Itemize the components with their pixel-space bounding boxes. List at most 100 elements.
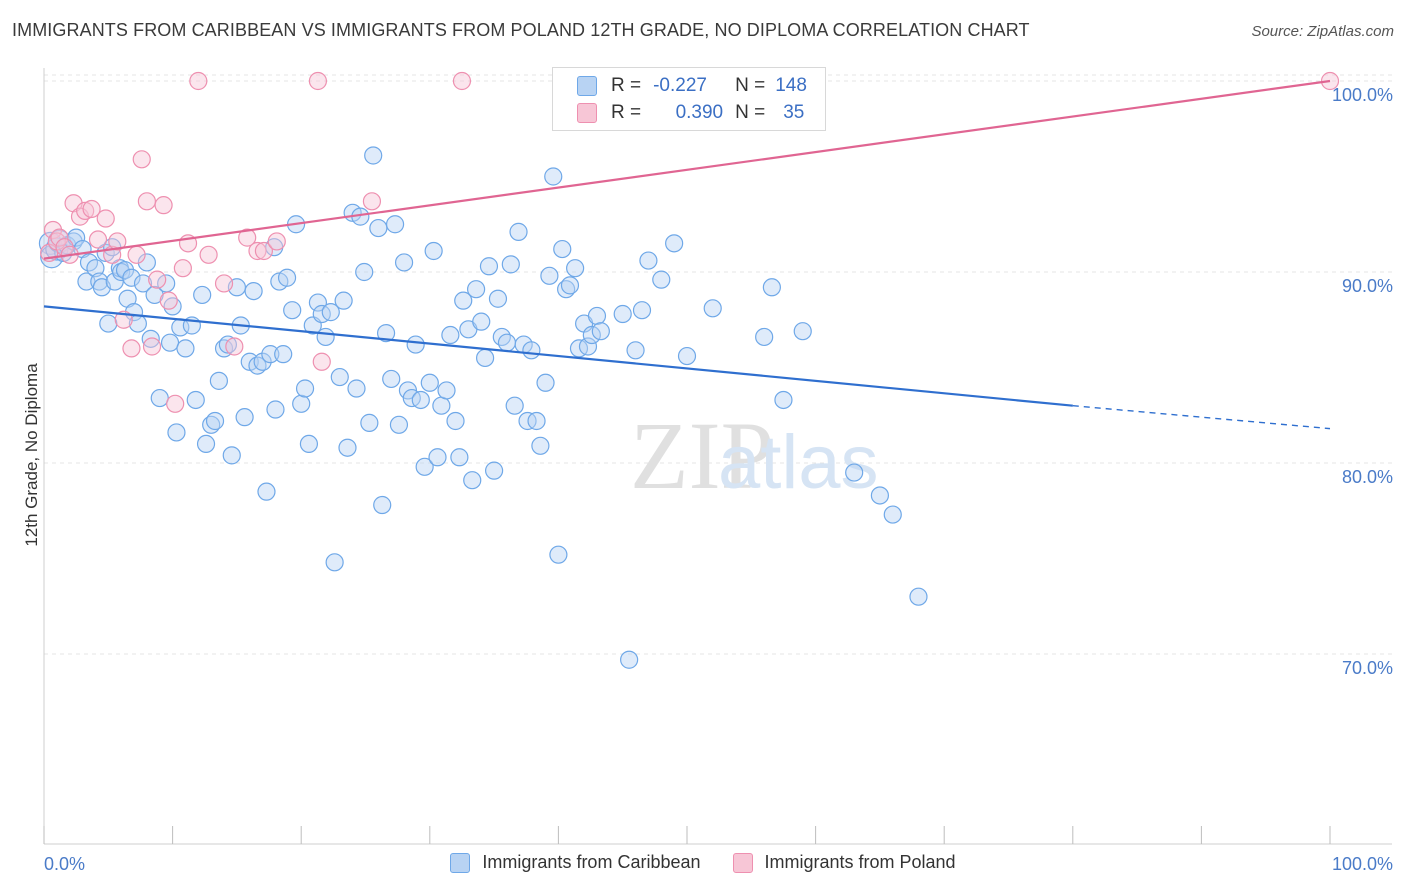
- caribbean-point: [141, 329, 160, 348]
- caribbean-point: [639, 251, 658, 270]
- caribbean-point: [522, 341, 541, 360]
- source-label: Source: ZipAtlas.com: [1251, 23, 1394, 40]
- poland-point: [96, 209, 115, 228]
- caribbean-point: [235, 408, 254, 427]
- caribbean-point: [587, 306, 607, 326]
- caribbean-point: [488, 289, 508, 308]
- caribbean-point: [325, 553, 344, 572]
- caribbean-point: [566, 259, 585, 278]
- x-tick-label: 100.0%: [1332, 854, 1393, 874]
- caribbean-point: [205, 411, 225, 431]
- poland-point: [137, 192, 156, 211]
- caribbean-point: [560, 276, 580, 295]
- caribbean-point: [222, 446, 241, 465]
- caribbean-point: [870, 486, 890, 505]
- caribbean-point: [793, 322, 812, 341]
- poland-point: [308, 71, 328, 91]
- caribbean-point: [432, 396, 451, 415]
- caribbean-point: [582, 325, 601, 345]
- legend-swatch-poland: [577, 103, 597, 123]
- caribbean-point: [428, 448, 447, 467]
- poland-point: [267, 232, 286, 251]
- caribbean-point: [347, 379, 366, 398]
- caribbean-point: [277, 268, 297, 287]
- caribbean-point: [176, 339, 195, 358]
- trend-line-caribbean: [43, 305, 1073, 407]
- tick-labels-layer: 70.0% 80.0% 90.0% 100.0% 0.0% 100.0%: [44, 85, 1393, 874]
- caribbean-point: [454, 291, 473, 310]
- caribbean-point: [553, 239, 572, 259]
- trend-layer: [43, 79, 1331, 430]
- caribbean-point: [845, 463, 864, 482]
- caribbean-point: [115, 260, 135, 280]
- legend-swatch-caribbean: [577, 76, 597, 96]
- poland-point: [199, 245, 218, 264]
- legend-r-value: -0.227: [653, 75, 707, 96]
- watermark: ZIP atlas: [630, 402, 879, 509]
- caribbean-point: [424, 241, 443, 261]
- caribbean-point: [209, 371, 228, 390]
- poland-point: [254, 241, 274, 261]
- caribbean-point: [485, 461, 504, 480]
- caribbean-point: [330, 367, 349, 387]
- caribbean-point: [626, 341, 645, 360]
- correlation-legend: R = -0.227 N = 148 R = 0.390 N = 35: [552, 67, 826, 131]
- legend-r-value: 0.390: [675, 102, 724, 123]
- poland-point: [238, 228, 257, 247]
- caribbean-point: [369, 218, 388, 238]
- caribbean-point: [360, 413, 379, 432]
- caribbean-point: [150, 388, 169, 408]
- caribbean-point: [261, 345, 280, 364]
- caribbean-point: [299, 434, 319, 453]
- poland-point: [50, 228, 69, 247]
- caribbean-point: [133, 274, 153, 293]
- caribbean-point: [266, 400, 285, 419]
- legend-row-poland: R = 0.390 N = 35: [577, 100, 804, 126]
- caribbean-point: [402, 388, 421, 408]
- caribbean-point: [160, 333, 180, 352]
- caribbean-point: [475, 348, 495, 368]
- caribbean-point: [373, 495, 392, 515]
- caribbean-point: [774, 390, 793, 410]
- poland-point: [173, 259, 192, 278]
- caribbean-point: [632, 301, 652, 320]
- caribbean-point: [531, 436, 550, 455]
- caribbean-point: [497, 333, 517, 352]
- series-swatch-caribbean: [450, 852, 471, 873]
- poland-point: [159, 291, 178, 310]
- caribbean-point: [292, 394, 311, 413]
- caribbean-point: [218, 335, 237, 354]
- caribbean-point: [308, 293, 328, 312]
- caribbean-point: [446, 411, 465, 431]
- series-label-poland: Immigrants from Poland: [764, 852, 956, 872]
- series-legend: Immigrants from Caribbean Immigrants fro…: [0, 852, 1406, 873]
- caribbean-point: [376, 324, 396, 343]
- poland-point: [225, 337, 244, 356]
- series-legend-caribbean: Immigrants from Caribbean: [450, 852, 701, 873]
- caribbean-point: [385, 215, 405, 234]
- poland-point: [122, 339, 141, 358]
- caribbean-point: [909, 587, 928, 606]
- caribbean-point: [527, 411, 546, 431]
- poland-point: [362, 192, 382, 211]
- series-swatch-poland: [732, 852, 753, 873]
- x-tick-label: 0.0%: [44, 854, 85, 874]
- poland-point: [154, 196, 173, 215]
- watermark-atlas: atlas: [718, 420, 879, 505]
- y-tick-label: 70.0%: [1342, 658, 1393, 678]
- caribbean-point: [613, 304, 632, 324]
- caribbean-point: [334, 291, 353, 310]
- caribbean-point: [355, 262, 374, 282]
- caribbean-point: [193, 285, 212, 305]
- caribbean-point: [122, 268, 141, 287]
- caribbean-point: [703, 299, 722, 318]
- legend-row-caribbean: R = -0.227 N = 148: [577, 73, 807, 99]
- legend-n-value: 35: [783, 102, 805, 123]
- legend-n-value: 148: [775, 75, 807, 96]
- trend-line-caribbean-dashed: [1072, 405, 1331, 430]
- chart-title: IMMIGRANTS FROM CARIBBEAN VS IMMIGRANTS …: [12, 20, 1030, 40]
- caribbean-point: [389, 415, 409, 434]
- caribbean-point: [364, 146, 383, 165]
- caribbean-point: [544, 167, 563, 186]
